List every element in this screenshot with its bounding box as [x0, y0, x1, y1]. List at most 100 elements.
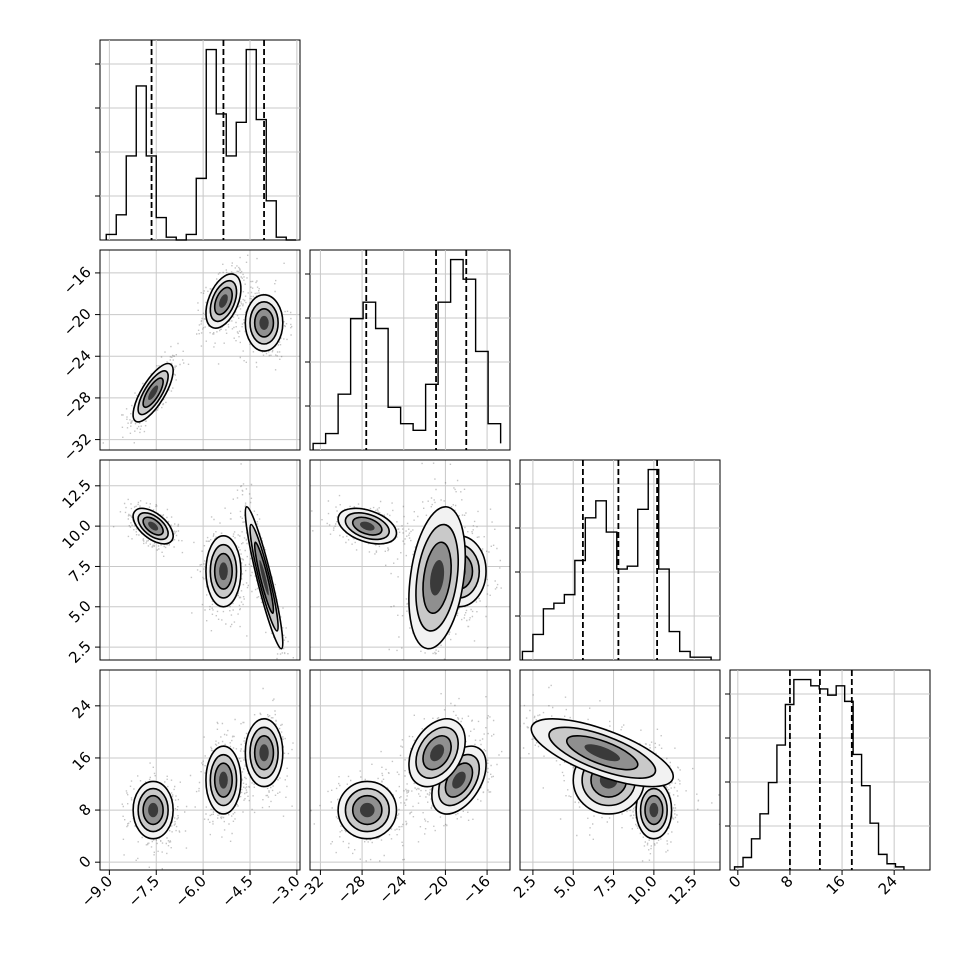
density-contour: [360, 802, 375, 818]
histogram-bar: [488, 424, 501, 450]
scatter-panel-3-1: [309, 669, 511, 871]
x-tick-label: −20: [417, 872, 452, 907]
x-tick-label: −9.0: [78, 872, 116, 910]
panel-content: [100, 670, 300, 870]
y-tick-label: 8: [75, 800, 94, 819]
histogram-bar: [156, 218, 166, 240]
histogram-bar: [836, 686, 844, 870]
y-tick-label: 5.0: [65, 597, 95, 627]
y-tick-label: 24: [69, 696, 95, 722]
histogram-bar: [438, 302, 451, 450]
panel-frame: [309, 459, 511, 661]
scatter-panel-3-0: 0 8 16 24: [69, 669, 301, 872]
y-tick-label: 16: [69, 748, 95, 774]
histogram-bar: [116, 215, 126, 240]
histogram-bar: [186, 234, 196, 240]
histogram-bar: [887, 864, 895, 870]
panel-frame: [99, 249, 301, 451]
histogram-bar: [596, 501, 606, 660]
density-contour: [259, 560, 269, 596]
x-tick-label: 16: [823, 872, 849, 898]
density-contour: [148, 802, 159, 818]
histogram-bar: [760, 814, 768, 870]
x-tick-label: 5.0: [550, 872, 580, 902]
histogram-bar: [853, 754, 861, 870]
x-tick-label: −32: [292, 872, 327, 907]
x-tick-label: 8: [777, 872, 796, 891]
histogram-bar: [828, 695, 836, 870]
x-tick-label: 7.5: [591, 872, 621, 902]
histogram-bar: [338, 394, 351, 450]
density-contour: [430, 744, 445, 762]
histogram-bar: [768, 783, 776, 870]
histogram-bar: [246, 50, 256, 240]
histogram-bar: [543, 609, 553, 660]
histogram-bar: [216, 114, 226, 240]
y-tick-label: 0: [75, 852, 94, 871]
panel-content: [520, 670, 720, 870]
x-tick-label: −28: [334, 872, 369, 907]
histogram-bar: [413, 430, 426, 450]
histogram-bar: [669, 632, 679, 660]
histogram-bar: [533, 634, 543, 660]
scatter-panel-1-0: −32 −28 −24 −20 −16: [60, 249, 301, 465]
density-contour: [219, 771, 228, 789]
y-tick-label: −16: [60, 263, 95, 298]
histogram-bar: [463, 279, 476, 450]
y-tick-label: 10.0: [58, 516, 94, 552]
histogram-bar: [554, 603, 564, 660]
panel-frame: [519, 669, 721, 871]
y-tick-label: −32: [60, 430, 95, 465]
scatter-points: [102, 254, 293, 444]
x-tick-label: −16: [459, 872, 494, 907]
histogram-bar: [236, 122, 246, 240]
x-tick-label: −4.5: [218, 872, 256, 910]
histogram-panel-3: [725, 669, 931, 871]
x-tick-label: 12.5: [665, 872, 701, 908]
density-contour: [219, 294, 228, 308]
histogram-panel-1: [305, 249, 511, 451]
histogram-bar: [363, 302, 376, 450]
density-contour: [584, 744, 620, 762]
panel-frame: [99, 39, 301, 241]
density-contour: [649, 802, 659, 818]
y-tick-label: 2.5: [65, 637, 95, 667]
histogram-bar: [564, 595, 574, 660]
panel-frame: [309, 249, 511, 451]
y-tick-label: 12.5: [58, 476, 94, 512]
histogram-outline: [521, 468, 712, 660]
x-tick-label: −6.0: [171, 872, 209, 910]
x-tick-label: 2.5: [510, 872, 540, 902]
histogram-bar: [802, 680, 810, 870]
y-tick-label: −20: [60, 305, 95, 340]
histogram-bar: [401, 424, 414, 450]
panel-content: [310, 460, 510, 660]
histogram-bar: [606, 532, 616, 660]
x-tick-label: 10.0: [624, 872, 660, 908]
y-tick-label: −28: [60, 388, 95, 423]
histogram-panel-0: [95, 39, 301, 241]
histogram-bar: [680, 651, 690, 660]
scatter-panel-2-1: [309, 459, 511, 661]
histogram-bar: [376, 328, 389, 450]
histogram-bar: [743, 858, 751, 870]
density-contour: [452, 771, 466, 789]
panel-content: [310, 670, 510, 870]
density-contour: [148, 385, 159, 400]
scatter-panel-2-0: 2.5 5.0 7.5 10.0 12.5: [58, 459, 301, 667]
histogram-bar: [777, 745, 785, 870]
x-tick-label: −24: [375, 872, 410, 907]
density-contour: [259, 744, 269, 762]
histogram-bar: [196, 178, 206, 240]
histogram-bar: [226, 156, 236, 240]
density-contour: [430, 560, 445, 596]
density-contour: [219, 562, 228, 581]
panel-content: [100, 460, 300, 660]
histogram-bar: [326, 434, 339, 450]
density-contour: [148, 521, 159, 531]
histogram-bar: [862, 786, 870, 870]
panel-frame: [99, 459, 301, 661]
x-tick-label: −7.5: [125, 872, 163, 910]
